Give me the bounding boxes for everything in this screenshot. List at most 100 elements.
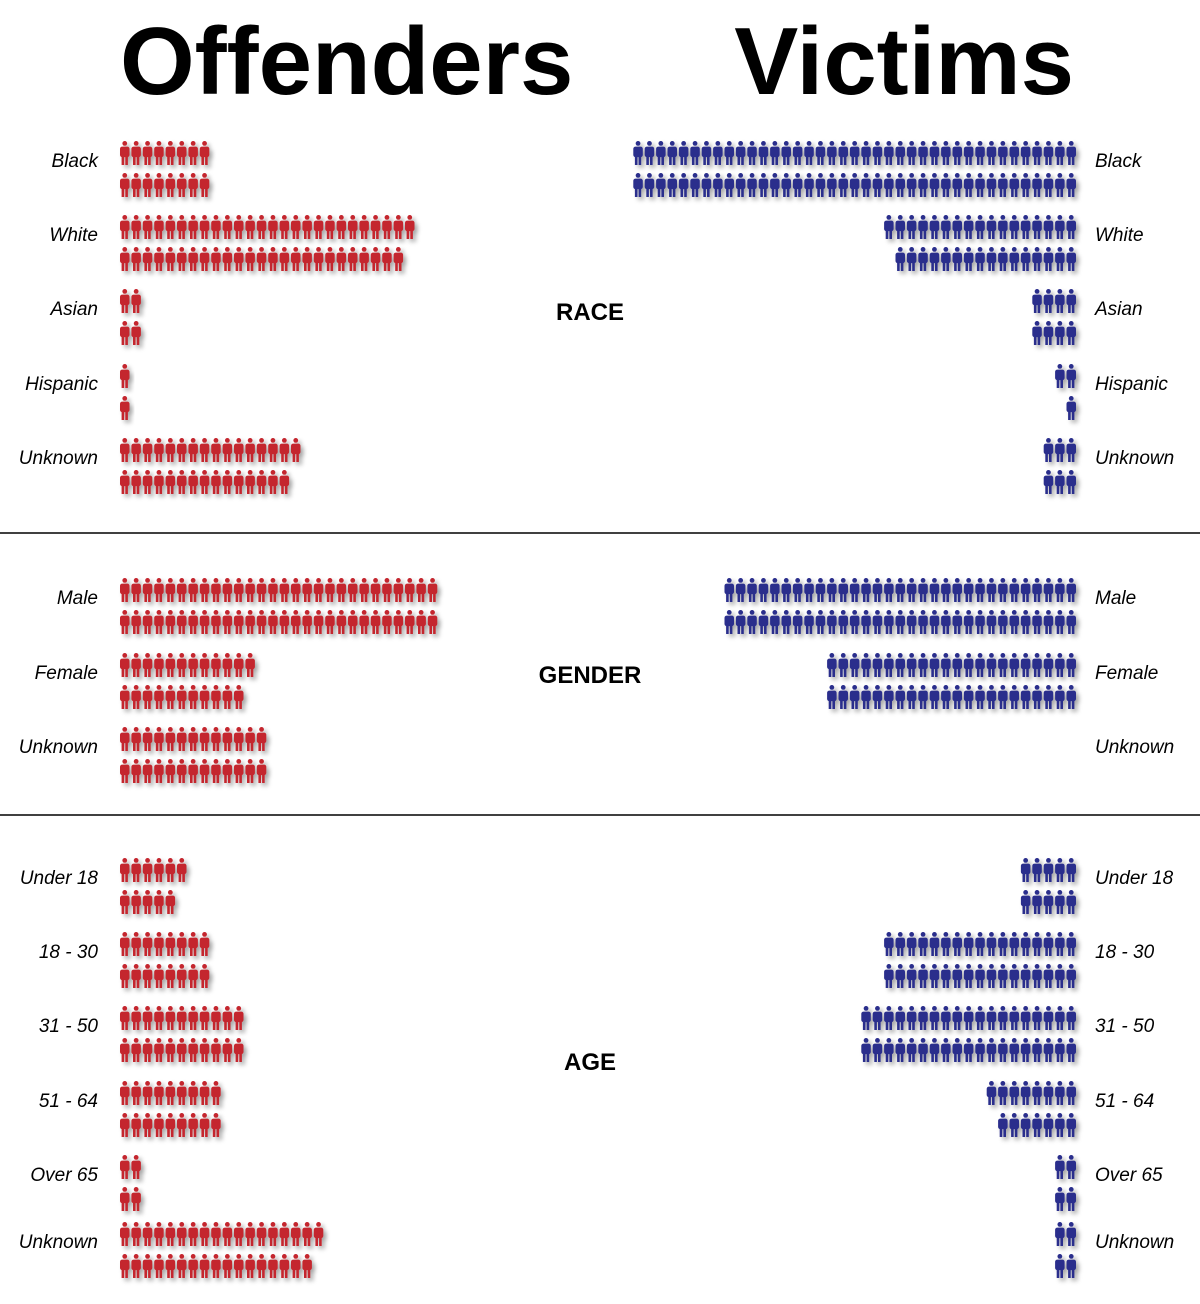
person-icon [861,685,871,709]
person-icon [234,653,244,677]
person-icon [998,578,1008,602]
person-icon [884,173,894,197]
person-icon [906,215,917,239]
person-icon [393,610,404,634]
person-icon [1020,578,1031,602]
person-icon [120,610,130,634]
person-icon [1066,1113,1076,1137]
person-icon [884,578,894,602]
person-icon [256,727,267,751]
person-icon [872,1006,883,1030]
person-icon [256,215,267,239]
person-icon [222,759,233,783]
person-icon [1055,578,1065,602]
person-icon [142,1254,153,1278]
person-icon [1055,1006,1065,1030]
person-icon [929,215,940,239]
person-icon [1020,141,1031,165]
person-icon [952,173,962,197]
person-icon [1055,470,1065,494]
person-icon [872,141,883,165]
person-icon [1043,1038,1054,1062]
person-icon [963,578,974,602]
person-icon [177,1254,187,1278]
person-icon [1009,964,1019,988]
person-icon [963,964,974,988]
person-icon [222,1006,233,1030]
person-icon [165,964,176,988]
person-icon [120,1222,130,1246]
person-icon [1043,215,1054,239]
person-icon [188,141,198,165]
person-icon [872,1038,883,1062]
section-title-race: RACE [556,299,624,326]
person-icon [1055,1254,1065,1278]
person-icon [131,610,141,634]
person-icon [1032,247,1042,271]
person-icon [963,141,974,165]
person-icon [302,578,312,602]
person-icon [234,759,244,783]
bar-offenders-white [120,215,415,271]
person-icon [952,247,962,271]
person-icon [906,685,917,709]
person-icon [929,1006,940,1030]
person-icon [199,578,210,602]
person-icon [120,470,130,494]
bar-offenders-male [120,578,438,634]
person-icon [131,759,141,783]
person-icon [291,215,301,239]
bar-victims-over-65 [1055,1155,1076,1211]
person-icon [906,964,917,988]
person-icon [165,932,176,956]
category-label-victims-over-65: Over 65 [1095,1165,1163,1186]
person-icon [1009,1113,1019,1137]
person-icon [154,1222,164,1246]
person-icon [131,685,141,709]
person-icon [177,653,187,677]
person-icon [1066,1222,1076,1246]
person-icon [1066,653,1076,677]
bar-victims-under-18 [1020,858,1076,914]
person-icon [1020,932,1031,956]
person-icon [941,247,951,271]
person-icon [131,932,141,956]
person-icon [245,1254,255,1278]
person-icon [975,141,985,165]
person-icon [177,1006,187,1030]
person-icon [142,438,153,462]
person-icon [120,932,130,956]
person-icon [678,173,689,197]
person-icon [792,173,803,197]
person-icon [199,1222,210,1246]
person-icon [941,141,951,165]
person-icon [1032,1113,1042,1137]
category-label-victims-hispanic: Hispanic [1095,374,1168,395]
person-icon [1066,932,1076,956]
person-icon [998,610,1008,634]
person-icon [336,247,347,271]
category-label-offenders-white: White [49,225,98,246]
person-icon [827,141,837,165]
person-icon [120,1254,130,1278]
person-icon [256,759,267,783]
person-icon [827,173,837,197]
person-icon [895,932,905,956]
category-label-victims-31-50: 31 - 50 [1095,1016,1155,1037]
person-icon [1043,1113,1054,1137]
person-icon [986,685,997,709]
person-icon [918,1038,928,1062]
person-icon [120,1155,130,1179]
person-icon [131,141,141,165]
person-icon [884,964,894,988]
person-icon [177,610,187,634]
person-icon [781,578,791,602]
person-icon [222,1254,233,1278]
person-icon [792,578,803,602]
person-icon [120,321,130,345]
person-icon [359,578,369,602]
person-icon [1043,321,1054,345]
person-icon [268,247,278,271]
person-icon [713,141,723,165]
person-icon [199,610,210,634]
